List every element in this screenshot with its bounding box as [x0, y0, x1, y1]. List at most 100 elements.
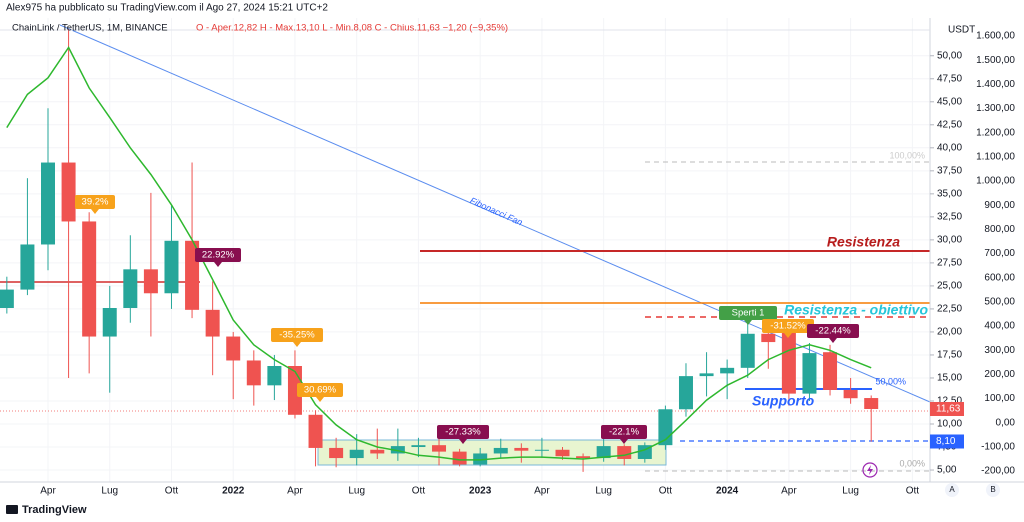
callout-box [271, 328, 323, 342]
candle-body [267, 366, 282, 386]
candle-body [308, 414, 323, 448]
x-tick-label: 2023 [469, 486, 492, 497]
callout-pointer [293, 342, 301, 347]
candle-body [411, 445, 426, 448]
y2-tick-label: 900,00 [984, 200, 1015, 211]
y2-tick-label: 500,00 [984, 296, 1015, 307]
brand: TradingView [22, 504, 87, 516]
candle-body [349, 449, 364, 459]
candle-body [864, 398, 879, 409]
y-tick-label: 50,00 [937, 50, 962, 61]
callout-pointer [91, 209, 99, 214]
y-tick-label: 27,50 [937, 258, 962, 269]
x-tick-label: Lug [595, 486, 612, 497]
x-tick-label: Apr [534, 486, 550, 497]
x-tick-label: 2024 [716, 486, 739, 497]
y-tick-label: 5,00 [937, 465, 957, 476]
scale-button[interactable]: A [949, 485, 955, 494]
symbol-title: ChainLink / TetherUS, 1M, BINANCE [12, 23, 168, 34]
callout-pointer [620, 439, 628, 444]
candle-body [246, 360, 261, 386]
candle-body [41, 162, 55, 245]
candle-body [493, 447, 508, 454]
x-tick-label: Lug [101, 486, 118, 497]
y2-tick-label: 0,00 [996, 417, 1016, 428]
candle-body [432, 445, 447, 452]
y2-tick-label: 1.400,00 [976, 79, 1015, 90]
scale-button[interactable]: B [990, 485, 995, 494]
fib-50-label: 50,00% [875, 376, 906, 386]
candle-body [61, 162, 76, 222]
y-tick-label: 25,00 [937, 281, 962, 292]
candle-body [699, 373, 714, 377]
scale-button-bg[interactable] [986, 483, 1000, 497]
y-tick-label: 10,00 [937, 419, 962, 430]
publish-note: Alex975 ha pubblicato su TradingView.com… [6, 3, 328, 14]
x-tick-label: Apr [287, 486, 303, 497]
y2-tick-label: 700,00 [984, 248, 1015, 259]
scale-button-bg[interactable] [945, 483, 959, 497]
y2-tick-label: 1.100,00 [976, 151, 1015, 162]
candle-body [473, 453, 488, 465]
event-icon[interactable] [862, 462, 878, 478]
callout-box [719, 306, 777, 320]
x-tick-label: Apr [40, 486, 56, 497]
candle-body [720, 367, 735, 374]
callout-label: -31.52% [770, 321, 806, 332]
y-tick-label: 45,00 [937, 96, 962, 107]
price-tag [930, 401, 964, 416]
candle-body [514, 447, 529, 451]
callout-box [762, 319, 814, 333]
candle-body [452, 451, 467, 465]
y2-tick-label: 1.300,00 [976, 103, 1015, 114]
callout-label: -22.1% [609, 427, 640, 438]
callout-pointer [459, 439, 467, 444]
callout-pointer [214, 262, 222, 267]
price-tag-label: 8,10 [936, 436, 956, 447]
support-label: Supporto [752, 393, 815, 409]
callout-box [807, 324, 859, 338]
y2-tick-label: 400,00 [984, 321, 1015, 332]
ohlc-text: O - Aper.12,82 H - Max.13,10 L - Min.8,0… [196, 23, 508, 34]
axis-unit: USDT [948, 25, 975, 36]
y2-tick-label: 1.200,00 [976, 127, 1015, 138]
callout-label: 22.92% [202, 250, 235, 261]
candle-body [555, 449, 570, 457]
candle-body [226, 336, 241, 361]
candle-body [617, 446, 632, 459]
fib-0-label: 0,00% [899, 458, 925, 468]
candle-body [596, 446, 611, 459]
callout-box [195, 248, 241, 262]
y-tick-label: 15,00 [937, 373, 962, 384]
callout-box [297, 383, 343, 397]
candle-body [143, 269, 158, 294]
y2-tick-label: 1.000,00 [976, 176, 1015, 187]
candle-body [123, 269, 138, 308]
y2-tick-label: -100,00 [981, 441, 1015, 452]
x-tick-label: Lug [348, 486, 365, 497]
y2-tick-label: 300,00 [984, 345, 1015, 356]
callout-pointer [784, 333, 792, 338]
callout-pointer [316, 397, 324, 402]
event-bolt [867, 465, 873, 475]
callout-label: 39.2% [82, 197, 109, 208]
candle-body [823, 352, 838, 390]
y-tick-label: 40,00 [937, 142, 962, 153]
candle-body [576, 456, 591, 459]
y-tick-label: 42,50 [937, 119, 962, 130]
candle-body [20, 244, 35, 290]
y-tick-label: 20,00 [937, 327, 962, 338]
x-tick-label: 2022 [222, 486, 245, 497]
x-tick-label: Ott [906, 486, 920, 497]
y2-tick-label: 200,00 [984, 369, 1015, 380]
candle-body [164, 240, 179, 294]
resistance-label: Resistenza [827, 234, 900, 250]
x-tick-label: Ott [165, 486, 179, 497]
x-tick-label: Ott [659, 486, 673, 497]
fib-100-label: 100,00% [889, 150, 925, 160]
candle-body [843, 389, 858, 399]
candle-body [329, 447, 344, 459]
y-tick-label: 47,50 [937, 73, 962, 84]
x-tick-label: Ott [412, 486, 426, 497]
